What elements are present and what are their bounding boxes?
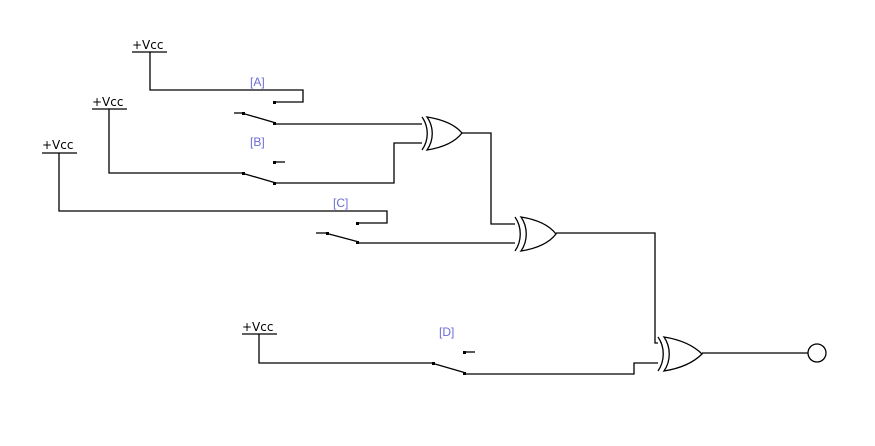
switch-a[interactable]: [A] — [234, 75, 425, 125]
vcc-label-a: +Vcc — [132, 38, 163, 52]
xor-gate-1 — [421, 116, 519, 225]
output-indicator — [807, 343, 827, 363]
switch-b[interactable]: [B] — [242, 135, 425, 185]
vcc-label-c: +Vcc — [42, 138, 73, 152]
switch-b-label: [B] — [250, 135, 265, 149]
vcc-label-d: +Vcc — [242, 320, 273, 334]
vcc-supply-c: +Vcc — [42, 138, 388, 224]
switch-c-label: [C] — [333, 196, 348, 210]
xor-gate-2 — [514, 216, 662, 344]
switch-a-label: [A] — [250, 75, 265, 89]
vcc-supply-b: +Vcc — [92, 95, 243, 174]
switch-c[interactable]: [C] — [316, 196, 519, 244]
vcc-label-b: +Vcc — [92, 95, 123, 109]
vcc-supply-a: +Vcc — [132, 38, 304, 103]
vcc-supply-d: +Vcc — [242, 320, 433, 364]
switch-d[interactable]: [D] — [432, 325, 662, 375]
switch-d-label: [D] — [439, 325, 454, 339]
xor-gate-3 — [657, 336, 808, 372]
